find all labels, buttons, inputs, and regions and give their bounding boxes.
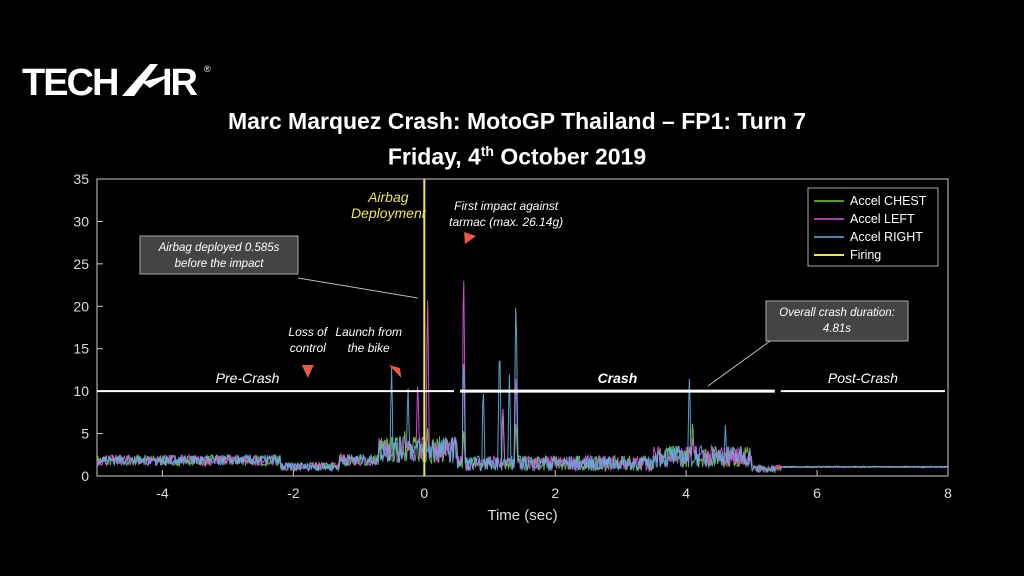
y-tick-label: 5 (81, 426, 89, 442)
airbag-deployed-text: Airbag deployed 0.585s before the impact (158, 242, 280, 270)
x-tick-label: -4 (156, 485, 169, 501)
launch-from-bike-marker (388, 365, 402, 378)
tech-air-logo: TECH IR ® (22, 60, 217, 105)
overall-duration-text: Overall crash duration: 4.81s (779, 307, 895, 335)
loss-of-control-label: Loss of control (288, 325, 328, 355)
legend-label: Accel LEFT (850, 212, 915, 226)
x-tick-label: -2 (287, 485, 300, 501)
y-tick-label: 25 (73, 256, 89, 272)
overall-duration-leader (707, 340, 771, 387)
legend-label: Firing (850, 248, 881, 262)
first-impact-label: First impact against tarmac (max. 26.14g) (449, 199, 563, 229)
x-axis-label: Time (sec) (487, 507, 557, 524)
legend-label: Accel RIGHT (850, 230, 923, 244)
phase-label: Post-Crash (828, 370, 898, 386)
airbag-deployment-label: Airbag Deployment (351, 189, 427, 221)
phase-label: Crash (598, 370, 638, 386)
plot-frame (96, 178, 949, 477)
x-tick-label: 8 (944, 485, 952, 501)
airbag-deployed-leader (297, 277, 418, 299)
loss-of-control-marker (301, 365, 314, 378)
y-tick-label: 10 (73, 383, 89, 399)
airbag-deployed-box (139, 235, 299, 275)
y-tick-label: 30 (73, 213, 89, 229)
overall-duration-box (765, 300, 909, 342)
first-impact-marker (464, 232, 477, 244)
y-tick-label: 20 (73, 298, 89, 314)
tech-air-logo-mark: TECH IR ® (22, 62, 211, 104)
chart-title: Marc Marquez Crash: MotoGP Thailand – FP… (227, 108, 807, 134)
x-tick-label: 4 (682, 485, 690, 501)
y-tick-label: 15 (73, 341, 89, 357)
chart-subtitle: Friday, 4th October 2019 (387, 143, 647, 170)
svg-text:TECH: TECH (22, 62, 117, 100)
phase-label: Pre-Crash (216, 370, 280, 386)
y-tick-label: 0 (81, 468, 89, 484)
svg-text:®: ® (204, 64, 211, 74)
series-line-accel-right (96, 307, 948, 473)
legend-label: Accel CHEST (850, 194, 927, 208)
crash-end-marker (774, 466, 781, 471)
x-tick-label: 2 (551, 485, 559, 501)
x-tick-label: 0 (420, 485, 428, 501)
y-tick-label: 35 (73, 171, 89, 187)
x-tick-label: 6 (813, 485, 821, 501)
launch-from-bike-label: Launch from the bike (335, 325, 402, 355)
svg-text:IR: IR (162, 62, 198, 100)
